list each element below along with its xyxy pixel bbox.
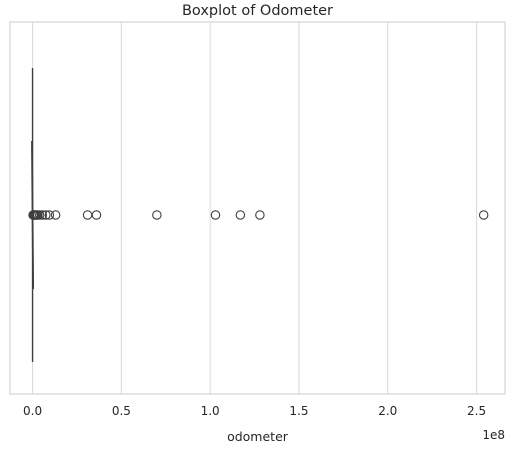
- outlier-point: [34, 210, 45, 220]
- outlier-point: [152, 210, 162, 220]
- x-tick-label: 1.5: [289, 404, 308, 418]
- tick-layer: 0.0 0.5 1.0 1.5 2.0 2.5: [23, 404, 486, 418]
- outlier-point: [235, 210, 246, 220]
- chart-title: Boxplot of Odometer: [182, 3, 333, 19]
- x-tick-label: 1.0: [201, 404, 220, 418]
- x-tick-label: 2.5: [467, 404, 486, 418]
- outlier-point: [44, 210, 55, 220]
- outlier-point: [41, 210, 51, 220]
- plot-frame: [9, 21, 506, 395]
- outlier-point: [91, 210, 102, 220]
- outlier-point: [82, 210, 93, 220]
- outlier-point: [37, 210, 48, 220]
- outlier-point: [255, 210, 265, 220]
- outlier-point: [50, 210, 61, 220]
- x-tick-label: 0.0: [23, 404, 42, 418]
- outlier-layer: [28, 210, 489, 220]
- grid-layer: [32, 22, 478, 394]
- x-tick-label: 0.5: [112, 404, 131, 418]
- x-axis-label: odometer: [227, 429, 289, 444]
- outlier-point: [210, 210, 221, 220]
- x-axis-offset-label: 1e8: [482, 428, 505, 442]
- outlier-point: [478, 210, 489, 220]
- x-tick-label: 2.0: [378, 404, 397, 418]
